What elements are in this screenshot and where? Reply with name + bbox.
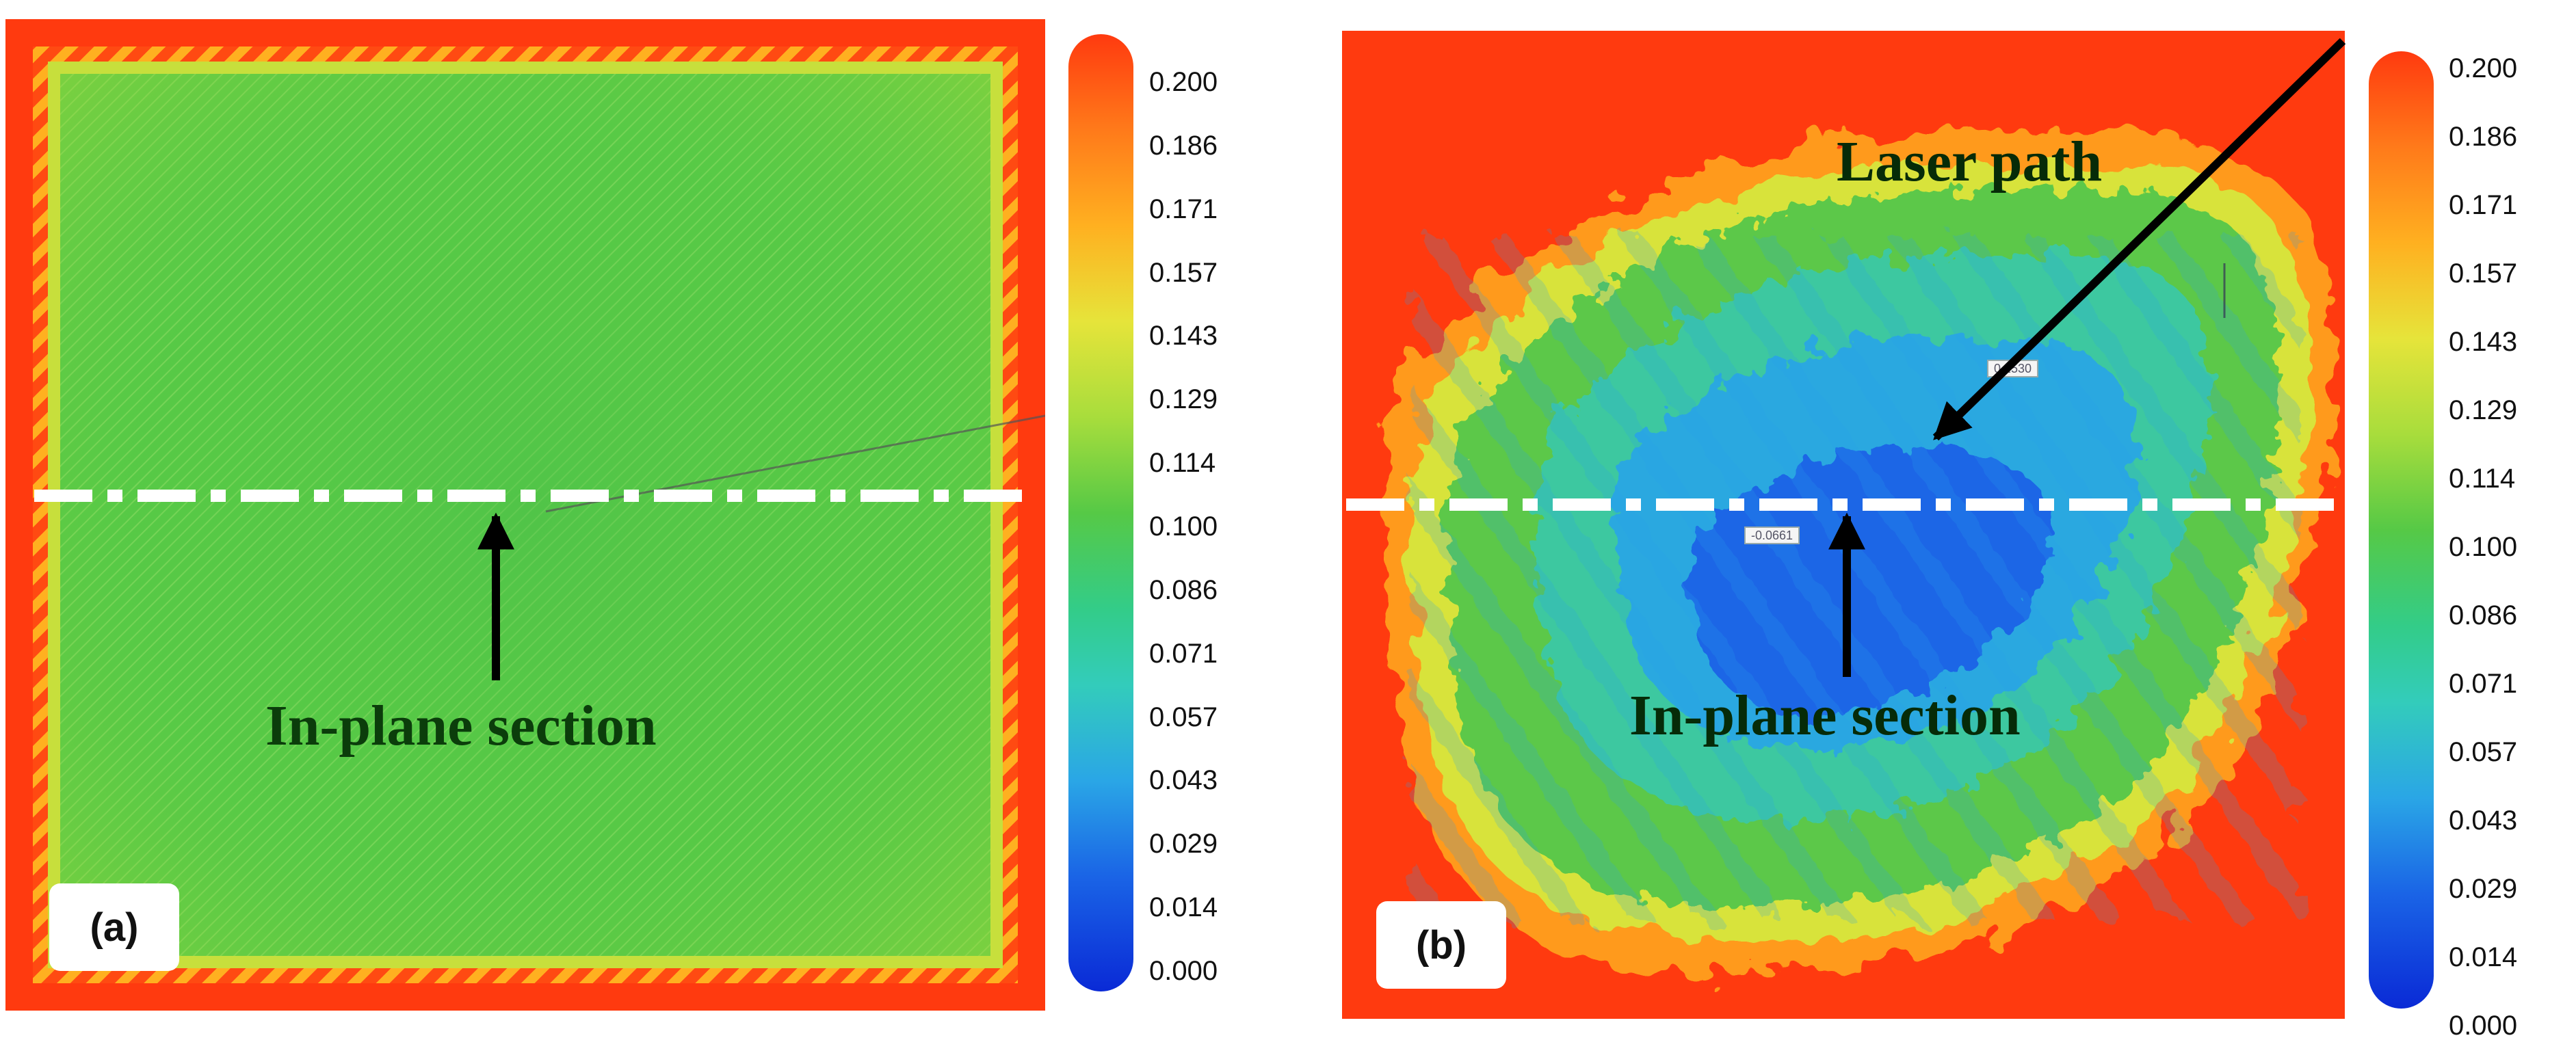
tick-label: 0.029 (1149, 829, 1218, 859)
tick-label: 0.171 (2449, 190, 2518, 220)
tick-label: 0.071 (1149, 638, 1218, 669)
panel-label-b: (b) (1376, 901, 1506, 989)
tick-label: 0.200 (1149, 67, 1218, 97)
tick-label: 0.086 (2449, 600, 2518, 630)
colorbar-a (1068, 34, 1133, 991)
tick-label: 0.057 (1149, 702, 1218, 732)
tick-label: 0.157 (2449, 258, 2518, 289)
tick-label: 0.071 (2449, 669, 2518, 699)
tick-label: 0.143 (1149, 321, 1218, 351)
tick-label: 0.029 (2449, 874, 2518, 904)
tick-label: 0.186 (2449, 122, 2518, 152)
colorbar-b-ticks: 0.200 0.186 0.171 0.157 0.143 0.129 0.11… (2449, 55, 2551, 1039)
tick-label: 0.086 (1149, 574, 1218, 605)
tick-label: 0.057 (2449, 737, 2518, 767)
tick-label: 0.100 (1149, 511, 1218, 542)
probe-label: -0.0661 (1744, 526, 1800, 544)
annotation-laser-path: Laser path (1837, 130, 2103, 194)
heatmap-a (5, 19, 1045, 1011)
tick-label: 0.000 (2449, 1011, 2518, 1041)
annotation-in-plane-section-b: In-plane section (1629, 684, 2021, 747)
tick-label: 0.000 (1149, 956, 1218, 986)
panel-label-a: (a) (49, 883, 179, 971)
tick-label: 0.014 (2449, 942, 2518, 972)
probe-label: 0.2530 (1987, 360, 2039, 377)
tick-label: 0.114 (2449, 464, 2516, 494)
tick-label: 0.200 (2449, 53, 2518, 83)
tick-label: 0.043 (1149, 765, 1218, 796)
tick-label: 0.114 (1149, 448, 1216, 479)
tick-label: 0.129 (1149, 384, 1218, 415)
colorbar-a-ticks: 0.200 0.186 0.171 0.157 0.143 0.129 0.11… (1149, 68, 1238, 985)
tick-label: 0.129 (2449, 395, 2518, 425)
tick-label: 0.014 (1149, 892, 1218, 923)
tick-label: 0.043 (2449, 805, 2518, 836)
annotation-in-plane-section-a: In-plane section (265, 694, 657, 758)
tick-label: 0.186 (1149, 130, 1218, 161)
colorbar-b (2369, 51, 2434, 1009)
tick-label: 0.157 (1149, 257, 1218, 288)
tick-label: 0.143 (2449, 327, 2518, 357)
tick-label: 0.100 (2449, 532, 2518, 562)
tick-label: 0.171 (1149, 194, 1218, 224)
